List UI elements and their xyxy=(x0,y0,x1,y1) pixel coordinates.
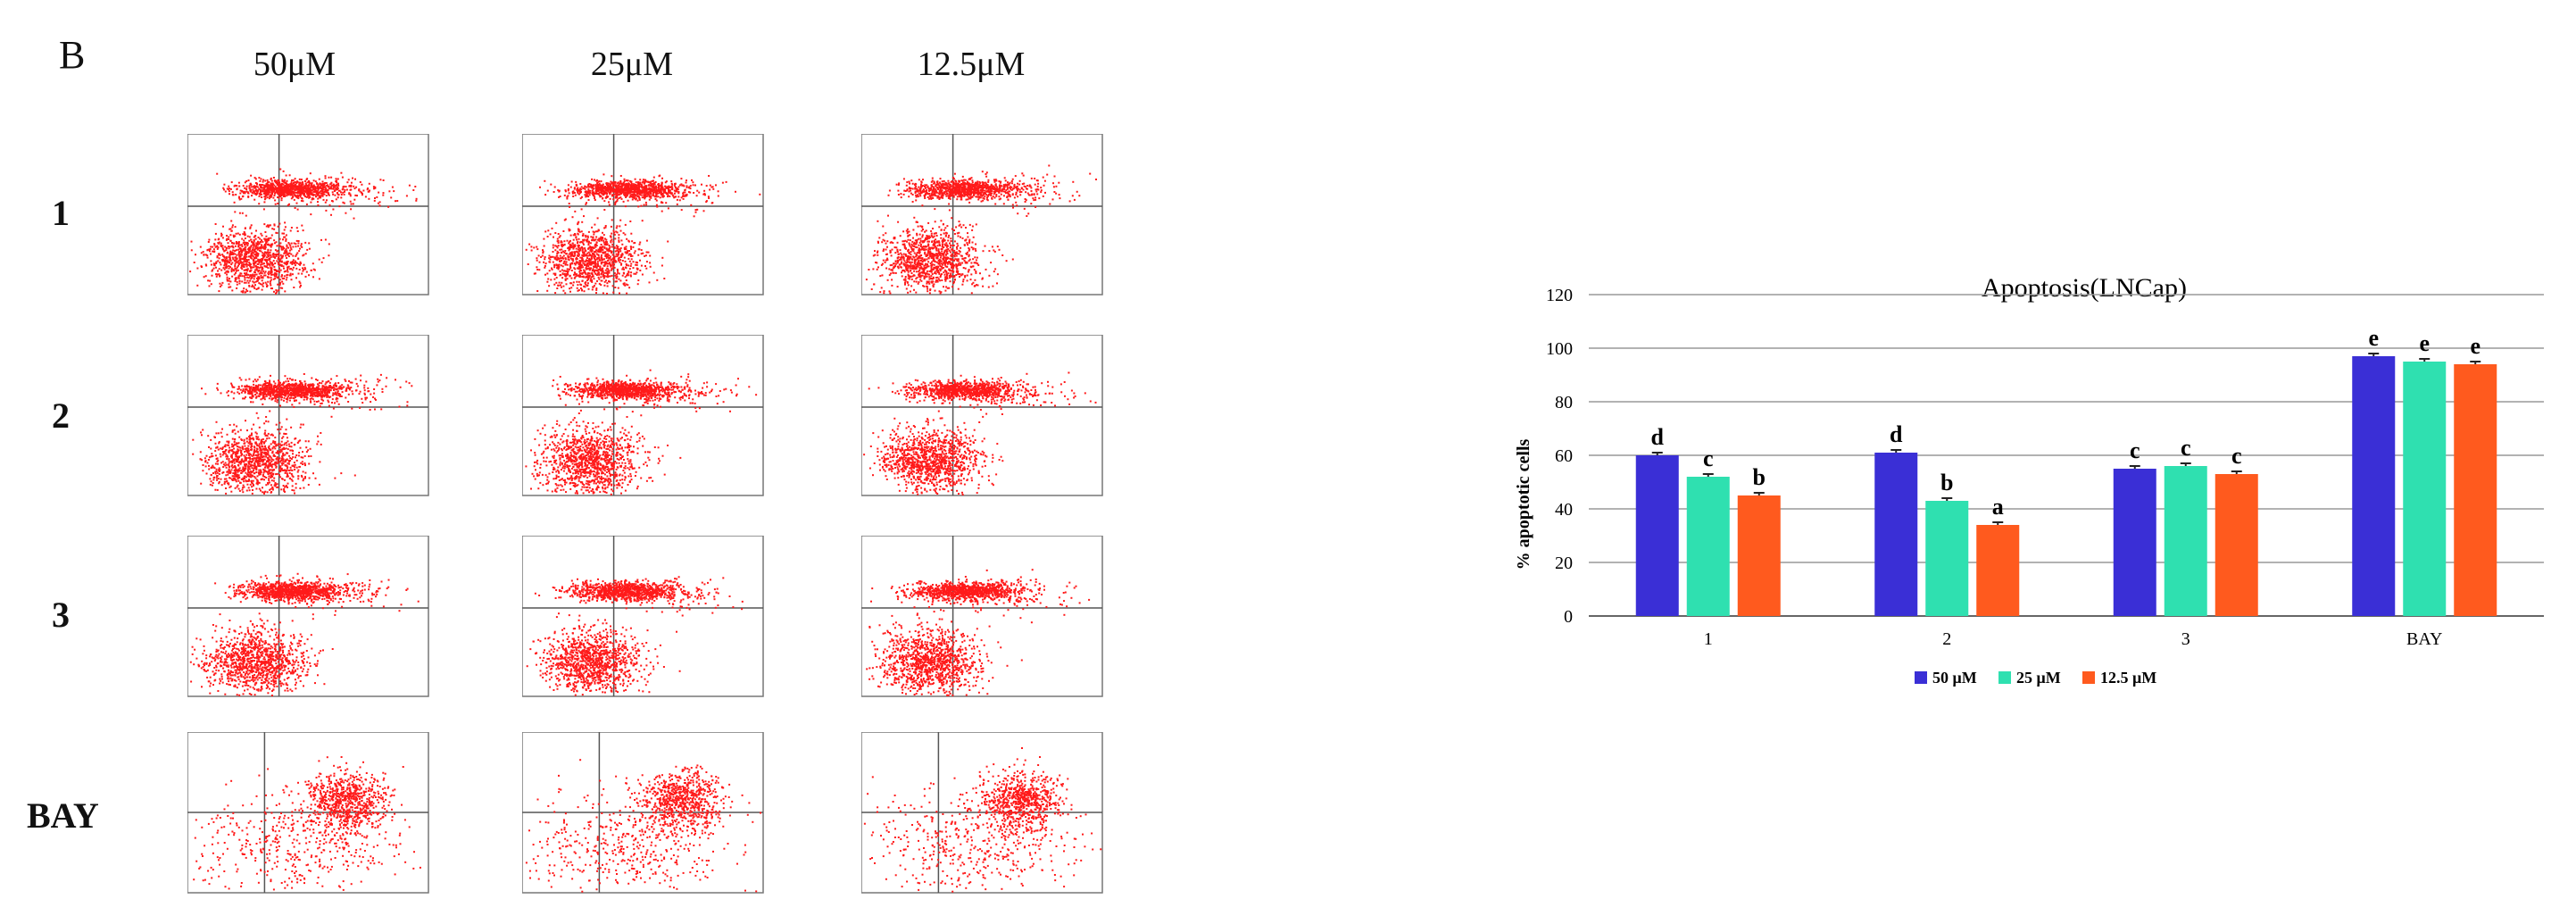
significance-letter: c xyxy=(2130,437,2140,463)
significance-letter: d xyxy=(1890,421,1903,447)
flow-plot-r4-c3 xyxy=(861,732,1120,911)
y-tick-label: 120 xyxy=(1546,286,1573,305)
legend-label: 12.5 μM xyxy=(2100,669,2156,687)
x-tick-label: 2 xyxy=(1942,629,1951,649)
legend-label: 50 μM xyxy=(1932,669,1977,687)
flow-plot-r4-c2 xyxy=(522,732,781,911)
legend-swatch xyxy=(1998,671,2011,684)
bar xyxy=(1686,477,1730,616)
bar xyxy=(2403,362,2447,616)
significance-letter: b xyxy=(1940,470,1953,495)
flow-plot-r3-c2 xyxy=(522,536,781,714)
panel-label: B xyxy=(59,32,85,78)
legend-swatch xyxy=(2082,671,2095,684)
row-label-1: 1 xyxy=(52,192,70,234)
flow-plot-r4-c1 xyxy=(187,732,446,911)
significance-letter: e xyxy=(2419,330,2430,356)
y-tick-label: 80 xyxy=(1555,393,1573,412)
flow-plot-r1-c2 xyxy=(522,134,781,312)
row-label-2: 2 xyxy=(52,395,70,437)
flow-plot-r1-c3 xyxy=(861,134,1120,312)
significance-letter: c xyxy=(2181,435,2191,461)
bar xyxy=(2352,356,2396,616)
row-label-3: 3 xyxy=(52,594,70,636)
legend-label: 25 μM xyxy=(2016,669,2061,687)
y-tick-label: 40 xyxy=(1555,500,1573,520)
y-tick-label: 0 xyxy=(1564,607,1573,627)
chart-title: Apoptosis(LNCap) xyxy=(1982,273,2187,303)
significance-letter: e xyxy=(2470,333,2480,359)
y-axis-label: % apoptotic cells xyxy=(1514,438,1533,570)
x-tick-label: 3 xyxy=(2181,629,2190,649)
significance-letter: a xyxy=(1992,494,2004,520)
significance-letter: d xyxy=(1651,424,1665,450)
significance-letter: b xyxy=(1753,464,1766,490)
bar xyxy=(1976,525,2020,616)
y-tick-label: 20 xyxy=(1555,554,1573,573)
bar xyxy=(1925,501,1969,616)
bar xyxy=(2113,469,2156,616)
significance-letter: e xyxy=(2368,325,2379,351)
row-label-bay: BAY xyxy=(27,795,99,837)
bar xyxy=(2215,474,2258,616)
flow-plot-r1-c1 xyxy=(187,134,446,312)
significance-letter: c xyxy=(1703,445,1714,471)
flow-plot-r3-c3 xyxy=(861,536,1120,714)
significance-letter: c xyxy=(2231,443,2242,469)
bar xyxy=(1874,453,1918,616)
bar xyxy=(1635,455,1679,616)
bar xyxy=(1737,495,1781,616)
legend-swatch xyxy=(1915,671,1927,684)
x-tick-label: 1 xyxy=(1704,629,1713,649)
column-header-50: 50μM xyxy=(161,45,428,84)
bar xyxy=(2454,364,2497,616)
column-header-12-5: 12.5μM xyxy=(837,45,1105,84)
bar xyxy=(2164,466,2207,616)
flow-plot-r3-c1 xyxy=(187,536,446,714)
x-tick-label: BAY xyxy=(2406,629,2442,649)
flow-plot-r2-c1 xyxy=(187,335,446,513)
y-tick-label: 60 xyxy=(1555,446,1573,466)
y-tick-label: 100 xyxy=(1546,339,1573,359)
bar-chart: Apoptosis(LNCap) % apoptotic cells 0 20 40… xyxy=(1514,273,2544,687)
flow-plot-r2-c2 xyxy=(522,335,781,513)
column-header-25: 25μM xyxy=(498,45,766,84)
flow-plot-r2-c3 xyxy=(861,335,1120,513)
